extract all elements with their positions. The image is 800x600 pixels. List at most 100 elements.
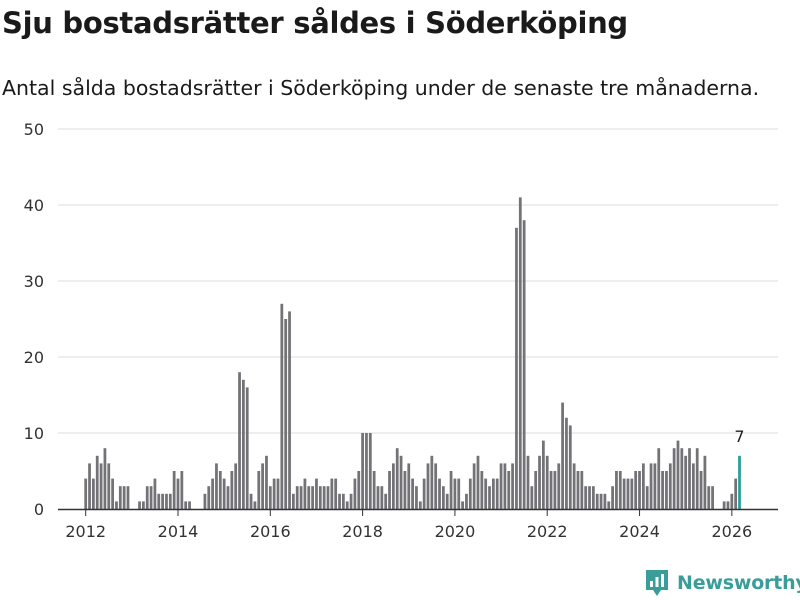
y-tick-label: 0: [34, 500, 44, 519]
bar: [703, 455, 707, 509]
bar: [434, 463, 438, 509]
bar: [307, 486, 311, 509]
bar: [707, 486, 711, 509]
brand-name: Newsworthy: [677, 572, 800, 594]
bar: [676, 440, 680, 509]
bar: [541, 440, 545, 509]
bar: [680, 448, 684, 509]
bar: [95, 455, 99, 509]
bar: [572, 463, 576, 509]
bar: [288, 311, 291, 509]
bar: [299, 486, 303, 509]
bar: [222, 478, 226, 509]
bar: [565, 417, 568, 509]
bar: [668, 463, 672, 509]
bar: [353, 478, 357, 509]
bar: [391, 463, 395, 509]
x-tick-label: 2018: [342, 522, 383, 541]
bar: [622, 478, 626, 509]
bar: [265, 455, 268, 509]
bar: [153, 478, 157, 509]
bar: [215, 463, 218, 509]
bar: [122, 486, 126, 509]
bar: [503, 463, 507, 509]
brand-logo[interactable]: Newsworthy: [644, 568, 800, 598]
bar: [207, 486, 211, 509]
bar: [438, 478, 441, 509]
bar: [168, 493, 172, 509]
bar: [584, 486, 588, 509]
bar: [380, 486, 384, 509]
bar: [338, 493, 341, 509]
bar: [499, 463, 503, 509]
bar: [726, 501, 730, 509]
bar: [630, 478, 634, 509]
x-tick-label: 2024: [619, 522, 660, 541]
labels: 0 10 20 30 40 50 7 2012 2014 2016 2018 2020 2022 2024…: [24, 120, 753, 541]
bar: [468, 478, 472, 509]
bar: [257, 471, 261, 509]
bar: [484, 478, 488, 509]
bar: [291, 493, 295, 509]
bar: [657, 448, 661, 509]
y-tick-label: 10: [24, 424, 44, 443]
bar: [172, 471, 176, 509]
bar: [603, 493, 607, 509]
bar: [303, 478, 307, 509]
chart-title: Sju bostadsrätter såldes i Söderköping: [2, 6, 628, 40]
bar: [691, 463, 695, 509]
x-tick-label: 2012: [65, 522, 106, 541]
bar: [384, 493, 388, 509]
bar: [295, 486, 299, 509]
gridlines: [58, 128, 778, 434]
bar: [615, 471, 618, 509]
bar: [491, 478, 495, 509]
bar: [688, 448, 691, 509]
bar: [730, 493, 734, 509]
bar: [376, 486, 380, 509]
y-tick-label: 50: [24, 120, 44, 139]
bar: [445, 493, 449, 509]
bar: [261, 463, 264, 509]
bar: [591, 486, 595, 509]
bar: [99, 463, 103, 509]
bar: [638, 471, 641, 509]
y-tick-label: 20: [24, 348, 44, 367]
bar: [253, 501, 257, 509]
bar: [395, 448, 399, 509]
bar: [111, 478, 114, 509]
bar: [611, 486, 614, 509]
bar: [580, 471, 584, 509]
bar: [465, 493, 468, 509]
bar: [211, 478, 214, 509]
bar: [126, 486, 130, 509]
bar: [522, 220, 526, 509]
bar: [545, 455, 549, 509]
bar: [472, 463, 476, 509]
bar: [234, 463, 238, 509]
bar: [84, 478, 88, 509]
x-tick-label: 2026: [711, 522, 752, 541]
highlight-value-label: 7: [734, 427, 744, 446]
bar: [230, 471, 234, 509]
bar: [311, 486, 314, 509]
bar: [334, 478, 338, 509]
bar: [561, 402, 564, 509]
bar: [553, 471, 557, 509]
bar: [618, 471, 622, 509]
bar: [672, 448, 676, 509]
bar: [138, 501, 141, 509]
bar: [91, 478, 95, 509]
bar: [361, 433, 364, 509]
bar: [388, 471, 391, 509]
bar: [115, 501, 118, 509]
bar: [357, 471, 361, 509]
bar: [430, 455, 434, 509]
bar: [103, 448, 107, 509]
bar: [349, 493, 353, 509]
bar: [399, 455, 403, 509]
bar: [418, 501, 422, 509]
bar: [476, 455, 480, 509]
bar: [526, 455, 530, 509]
bar: [557, 463, 561, 509]
